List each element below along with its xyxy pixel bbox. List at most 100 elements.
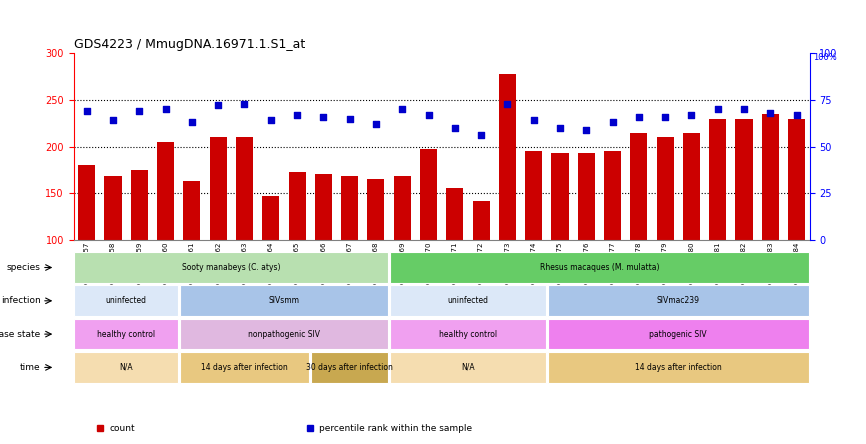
Text: species: species <box>7 263 41 272</box>
Point <box>343 115 357 122</box>
Text: GSM440064: GSM440064 <box>268 242 274 284</box>
Bar <box>311 352 388 383</box>
Point <box>107 117 120 124</box>
Bar <box>604 151 621 333</box>
Text: Sooty manabeys (C. atys): Sooty manabeys (C. atys) <box>182 263 281 272</box>
Text: percentile rank within the sample: percentile rank within the sample <box>320 424 473 433</box>
Point <box>290 111 304 119</box>
Bar <box>473 201 489 333</box>
Text: count: count <box>109 424 135 433</box>
Bar <box>735 119 753 333</box>
Point <box>553 124 567 131</box>
Point <box>211 102 225 109</box>
Bar <box>547 285 809 316</box>
Point <box>790 111 804 119</box>
Point <box>763 109 777 116</box>
Bar <box>179 319 388 349</box>
Bar <box>367 179 385 333</box>
Text: GSM440067: GSM440067 <box>346 242 352 285</box>
Text: healthy control: healthy control <box>439 329 497 339</box>
Bar <box>525 151 542 333</box>
Point <box>658 113 672 120</box>
Point <box>158 106 172 113</box>
Bar <box>74 319 178 349</box>
Bar <box>262 196 280 333</box>
Point <box>237 100 251 107</box>
Bar <box>547 319 809 349</box>
Text: GSM440077: GSM440077 <box>610 242 616 285</box>
Text: uninfected: uninfected <box>448 296 488 305</box>
Text: GSM440069: GSM440069 <box>399 242 405 285</box>
Text: SIVmac239: SIVmac239 <box>656 296 700 305</box>
Point <box>185 119 199 126</box>
Bar <box>74 252 388 283</box>
Point <box>316 113 330 120</box>
Point <box>632 113 646 120</box>
Text: GSM440078: GSM440078 <box>636 242 642 285</box>
Point <box>527 117 540 124</box>
Bar <box>709 119 727 333</box>
Text: SIVsmm: SIVsmm <box>268 296 300 305</box>
Point <box>369 121 383 128</box>
Point <box>501 100 514 107</box>
Text: GSM440066: GSM440066 <box>320 242 326 285</box>
Bar <box>630 133 648 333</box>
Text: GSM440065: GSM440065 <box>294 242 300 284</box>
Text: 14 days after infection: 14 days after infection <box>201 363 288 372</box>
Text: disease state: disease state <box>0 329 41 339</box>
Bar <box>547 352 809 383</box>
Bar <box>394 176 410 333</box>
Point <box>711 106 725 113</box>
Text: GSM440063: GSM440063 <box>242 242 248 285</box>
Point <box>684 111 698 119</box>
Bar <box>578 153 595 333</box>
Text: Rhesus macaques (M. mulatta): Rhesus macaques (M. mulatta) <box>540 263 659 272</box>
Point <box>737 106 751 113</box>
Point <box>422 111 436 119</box>
Bar <box>390 352 546 383</box>
Text: GSM440079: GSM440079 <box>662 242 668 285</box>
Bar <box>157 142 174 333</box>
Text: GSM440084: GSM440084 <box>793 242 799 284</box>
Text: GSM440076: GSM440076 <box>584 242 589 285</box>
Bar <box>184 181 200 333</box>
Bar <box>179 352 309 383</box>
Bar <box>499 74 516 333</box>
Bar <box>78 165 95 333</box>
Text: GSM440080: GSM440080 <box>688 242 695 285</box>
Bar <box>552 153 568 333</box>
Bar <box>683 133 700 333</box>
Text: GSM440068: GSM440068 <box>373 242 379 285</box>
Bar <box>288 172 306 333</box>
Text: pathogenic SIV: pathogenic SIV <box>650 329 707 339</box>
Bar <box>315 174 332 333</box>
Text: GSM440075: GSM440075 <box>557 242 563 284</box>
Text: 100%: 100% <box>813 53 837 62</box>
Text: GSM440062: GSM440062 <box>216 242 221 284</box>
Bar <box>341 176 359 333</box>
Point <box>475 132 488 139</box>
Text: N/A: N/A <box>120 363 133 372</box>
Text: GDS4223 / MmugDNA.16971.1.S1_at: GDS4223 / MmugDNA.16971.1.S1_at <box>74 38 305 51</box>
Bar <box>762 114 779 333</box>
Point <box>132 107 146 115</box>
Text: time: time <box>20 363 41 372</box>
Point <box>264 117 278 124</box>
Bar <box>390 319 546 349</box>
Bar <box>179 285 388 316</box>
Bar <box>105 176 121 333</box>
Point <box>395 106 409 113</box>
Bar <box>420 149 437 333</box>
Text: GSM440071: GSM440071 <box>452 242 458 285</box>
Bar <box>788 119 805 333</box>
Bar <box>131 170 148 333</box>
Text: 30 days after infection: 30 days after infection <box>307 363 393 372</box>
Text: GSM440083: GSM440083 <box>767 242 773 285</box>
Bar <box>390 285 546 316</box>
Text: GSM440074: GSM440074 <box>531 242 537 284</box>
Bar <box>210 137 227 333</box>
Text: nonpathogenic SIV: nonpathogenic SIV <box>248 329 320 339</box>
Text: GSM440070: GSM440070 <box>425 242 431 285</box>
Bar <box>656 137 674 333</box>
Text: N/A: N/A <box>461 363 475 372</box>
